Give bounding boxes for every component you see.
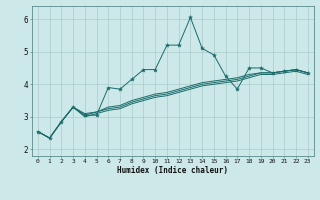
- X-axis label: Humidex (Indice chaleur): Humidex (Indice chaleur): [117, 166, 228, 175]
